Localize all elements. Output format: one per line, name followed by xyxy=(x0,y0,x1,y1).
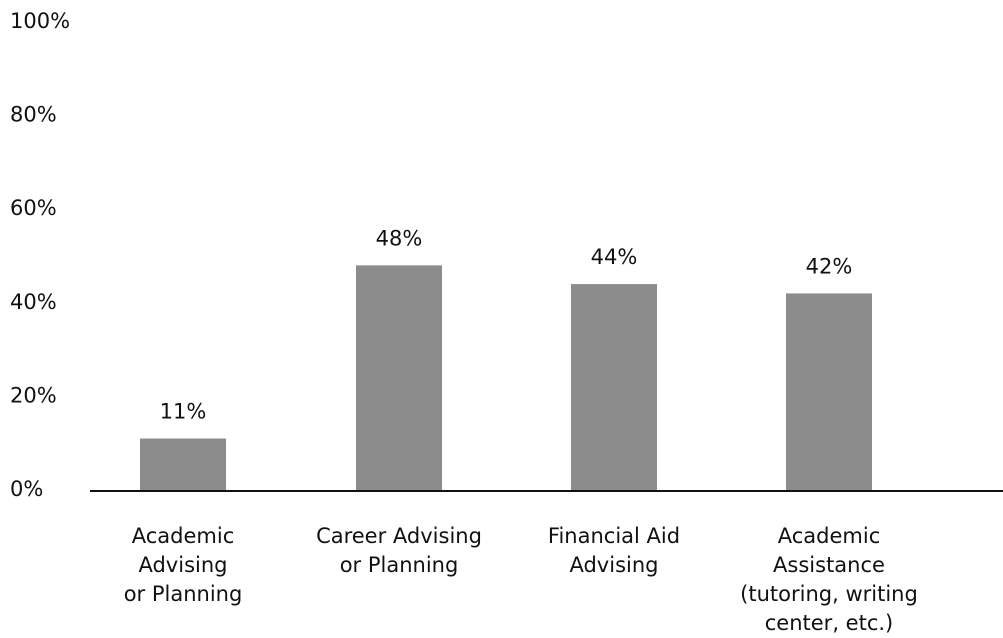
bar xyxy=(786,293,872,490)
data-label: 44% xyxy=(591,245,638,269)
data-label: 11% xyxy=(160,400,207,424)
bar xyxy=(571,284,657,490)
bar xyxy=(140,438,226,490)
data-label: 42% xyxy=(806,254,853,278)
x-tick-label: Academic Advising or Planning xyxy=(123,524,243,606)
y-tick-label: 60% xyxy=(10,196,57,220)
y-tick-label: 80% xyxy=(10,103,57,127)
y-tick-label: 40% xyxy=(10,290,57,314)
x-tick-label: Academic Assistance (tutoring, writing c… xyxy=(740,524,918,635)
x-tick-label: Career Advising or Planning xyxy=(316,524,482,577)
data-label: 48% xyxy=(376,226,423,250)
bar xyxy=(356,265,442,490)
y-tick-label: 0% xyxy=(10,477,43,501)
x-tick-label: Financial Aid Advising xyxy=(547,524,681,577)
y-tick-label: 20% xyxy=(10,383,57,407)
y-tick-label: 100% xyxy=(10,9,70,33)
